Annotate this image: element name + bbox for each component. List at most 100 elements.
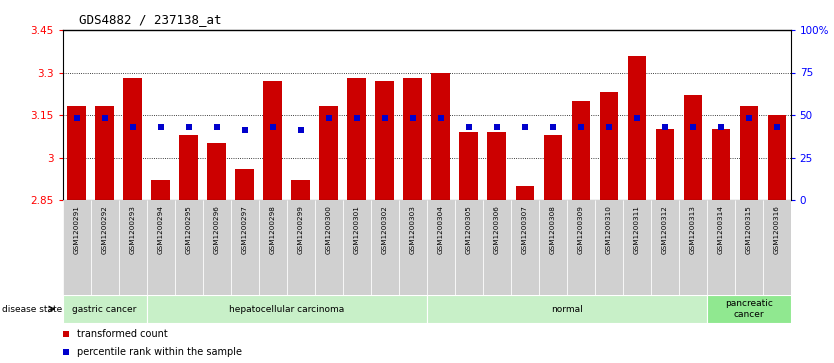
Point	[462, 124, 475, 130]
Text: GSM1200316: GSM1200316	[774, 205, 780, 254]
Text: GSM1200291: GSM1200291	[73, 205, 79, 254]
Bar	[656, 129, 674, 200]
Bar	[684, 95, 701, 200]
Bar	[455, 200, 483, 295]
Point	[686, 124, 699, 130]
Point	[322, 115, 335, 121]
Bar	[600, 92, 618, 200]
Text: GSM1200308: GSM1200308	[550, 205, 555, 254]
Text: disease state: disease state	[2, 305, 62, 314]
Text: GSM1200310: GSM1200310	[605, 205, 611, 254]
Point	[70, 115, 83, 121]
Point	[126, 124, 139, 130]
Text: GDS4882 / 237138_at: GDS4882 / 237138_at	[79, 13, 222, 26]
Bar	[63, 295, 147, 323]
Point	[742, 115, 756, 121]
Text: gastric cancer: gastric cancer	[73, 305, 137, 314]
Bar	[291, 180, 309, 200]
Bar	[404, 78, 422, 200]
Bar	[319, 106, 338, 200]
Text: GSM1200300: GSM1200300	[325, 205, 332, 254]
Text: GSM1200314: GSM1200314	[717, 205, 724, 254]
Text: GSM1200302: GSM1200302	[382, 205, 388, 254]
Bar	[314, 200, 343, 295]
Bar	[431, 73, 450, 200]
Text: percentile rank within the sample: percentile rank within the sample	[77, 347, 242, 357]
Bar	[179, 135, 198, 200]
Bar	[627, 56, 646, 200]
Bar	[651, 200, 679, 295]
Bar	[571, 101, 590, 200]
Point	[210, 124, 224, 130]
Point	[154, 124, 168, 130]
Text: GSM1200303: GSM1200303	[409, 205, 415, 254]
Bar	[203, 200, 230, 295]
Point	[714, 124, 727, 130]
Bar	[740, 106, 758, 200]
Text: GSM1200305: GSM1200305	[465, 205, 471, 254]
Bar	[544, 135, 562, 200]
Bar	[287, 200, 314, 295]
Point	[602, 124, 615, 130]
Bar	[264, 81, 282, 200]
Text: GSM1200304: GSM1200304	[438, 205, 444, 254]
Point	[770, 124, 783, 130]
Bar	[348, 78, 365, 200]
Text: normal: normal	[550, 305, 582, 314]
Point	[98, 115, 111, 121]
Bar	[375, 81, 394, 200]
Text: GSM1200294: GSM1200294	[158, 205, 163, 254]
Point	[658, 124, 671, 130]
Bar	[123, 78, 142, 200]
Bar	[515, 186, 534, 200]
Bar	[147, 200, 174, 295]
Point	[378, 115, 391, 121]
Point	[350, 115, 364, 121]
Text: GSM1200306: GSM1200306	[494, 205, 500, 254]
Point	[406, 115, 420, 121]
Bar	[343, 200, 370, 295]
Bar	[483, 200, 510, 295]
Text: GSM1200315: GSM1200315	[746, 205, 751, 254]
Text: GSM1200293: GSM1200293	[129, 205, 136, 254]
Bar	[68, 106, 86, 200]
Text: GSM1200292: GSM1200292	[102, 205, 108, 254]
Bar	[679, 200, 706, 295]
Text: GSM1200295: GSM1200295	[185, 205, 192, 254]
Point	[434, 115, 447, 121]
Text: pancreatic
cancer: pancreatic cancer	[725, 299, 772, 319]
Point	[546, 124, 560, 130]
Bar	[735, 200, 762, 295]
Bar	[118, 200, 147, 295]
Bar	[539, 200, 566, 295]
Text: transformed count: transformed count	[77, 329, 168, 339]
Bar	[426, 200, 455, 295]
Bar	[711, 129, 730, 200]
Bar	[95, 106, 113, 200]
Text: GSM1200298: GSM1200298	[269, 205, 275, 254]
Bar	[767, 115, 786, 200]
Bar	[566, 200, 595, 295]
Bar	[147, 295, 426, 323]
Bar	[426, 295, 706, 323]
Text: hepatocellular carcinoma: hepatocellular carcinoma	[229, 305, 344, 314]
Bar	[174, 200, 203, 295]
Bar	[208, 143, 226, 200]
Bar	[510, 200, 539, 295]
Point	[266, 124, 279, 130]
Bar	[63, 200, 91, 295]
Bar	[623, 200, 651, 295]
Text: GSM1200301: GSM1200301	[354, 205, 359, 254]
Bar	[152, 180, 169, 200]
Point	[238, 127, 251, 133]
Text: GSM1200297: GSM1200297	[242, 205, 248, 254]
Point	[294, 127, 307, 133]
Text: GSM1200296: GSM1200296	[214, 205, 219, 254]
Bar	[399, 200, 426, 295]
Point	[574, 124, 587, 130]
Bar	[370, 200, 399, 295]
Bar	[235, 169, 254, 200]
Text: GSM1200312: GSM1200312	[661, 205, 668, 254]
Point	[490, 124, 503, 130]
Bar	[762, 200, 791, 295]
